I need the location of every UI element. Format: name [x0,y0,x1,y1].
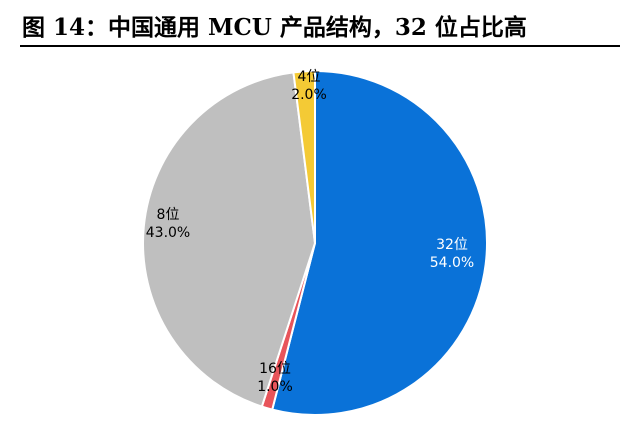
slice-value-label: 1.0% [257,379,293,395]
title-underline [20,45,620,47]
pie-labels: 32位 54.0% 16位 1.0% 8位 43.0% 4位 2.0% [146,69,474,395]
chart-title: 图 14：中国通用 MCU 产品结构，32 位占比高 [22,14,527,41]
slice-value-label: 2.0% [291,87,327,103]
slice-name-label: 8位 [157,207,180,223]
slice-value-label: 43.0% [146,225,190,241]
pie-slice [292,69,316,244]
slice-name-label: 32位 [436,237,468,253]
slice-value-label: 54.0% [430,255,474,271]
pie-slices [142,69,488,416]
slice-name-label: 16位 [259,361,291,377]
pie-slice [142,71,317,408]
slice-name-label: 4位 [298,69,321,85]
pie-slice [271,69,488,416]
